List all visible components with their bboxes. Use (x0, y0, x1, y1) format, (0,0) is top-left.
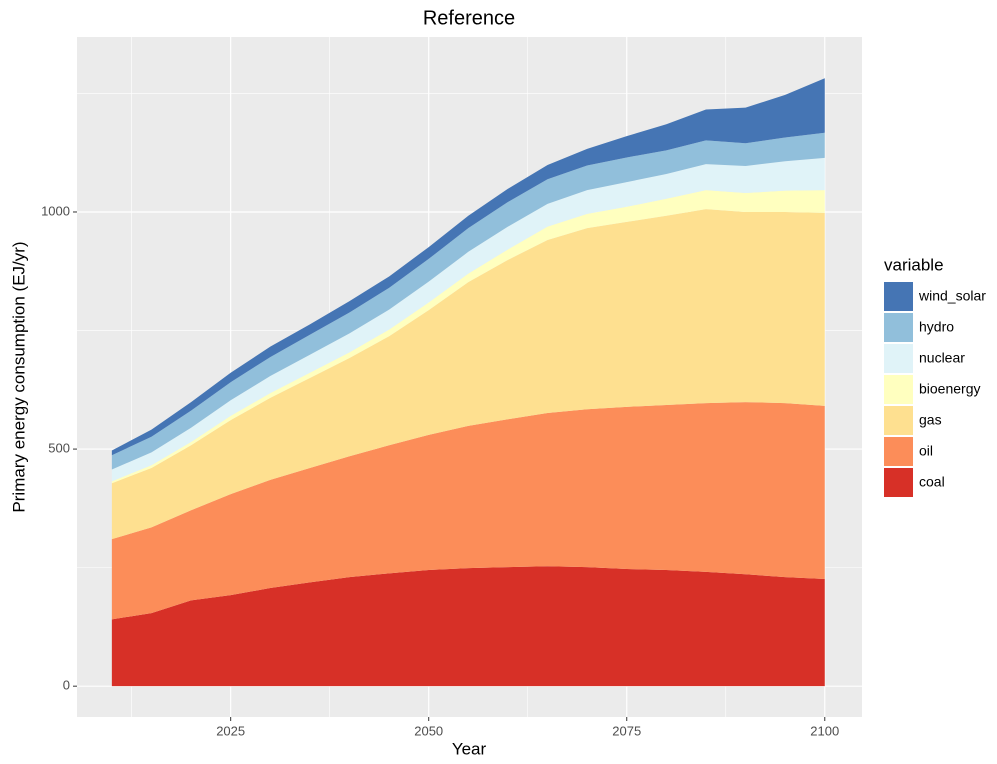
y-tick-label: 0 (63, 678, 70, 693)
legend-swatch (884, 282, 913, 311)
legend-label: wind_solar (918, 288, 986, 304)
x-tick-label: 2100 (810, 723, 839, 738)
x-tick-label: 2025 (216, 723, 245, 738)
legend-swatch (884, 437, 913, 466)
legend-swatch (884, 468, 913, 497)
area (111, 78, 825, 456)
legend-title: variable (884, 255, 944, 274)
legend-label: hydro (919, 319, 954, 335)
area (111, 402, 825, 620)
area (111, 157, 825, 482)
y-axis-label: Primary energy consumption (EJ/yr) (9, 241, 28, 512)
legend-swatch (884, 375, 913, 404)
x-axis-label: Year (452, 739, 487, 758)
area (111, 566, 825, 687)
legend-label: bioenergy (919, 381, 981, 397)
legend-label: coal (919, 474, 945, 490)
legend-swatch (884, 406, 913, 435)
legend-label: gas (919, 412, 942, 428)
chart-title: Reference (423, 7, 515, 29)
y-tick-label: 500 (48, 441, 70, 456)
legend-swatch (884, 313, 913, 342)
y-tick-label: 1000 (41, 203, 70, 218)
legend-swatch (884, 344, 913, 373)
x-tick-label: 2050 (414, 723, 443, 738)
x-tick-label: 2075 (612, 723, 641, 738)
area (111, 209, 825, 540)
legend-label: nuclear (919, 350, 965, 366)
legend-label: oil (919, 443, 933, 459)
